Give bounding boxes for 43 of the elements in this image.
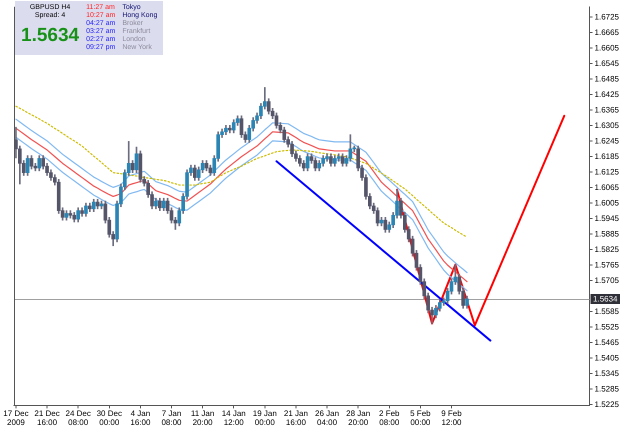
x-tick-label: 19 Jan 00:00 bbox=[252, 409, 277, 427]
y-tick-label: 1.5465 bbox=[594, 338, 620, 347]
y-tick-label: 1.6185 bbox=[594, 152, 620, 161]
y-tick-label: 1.5765 bbox=[594, 260, 620, 270]
y-tick-label: 1.5405 bbox=[594, 353, 620, 362]
x-tick-label: 26 Jan 04:00 bbox=[315, 409, 340, 427]
y-tick-label: 1.5705 bbox=[594, 276, 620, 285]
y-tick-label: 1.6245 bbox=[594, 136, 620, 146]
y-tick-label: 1.6605 bbox=[594, 43, 620, 52]
x-tick-label: 4 Jan 16:00 bbox=[130, 409, 151, 427]
annotation: 1.5634 bbox=[21, 24, 80, 48]
y-tick-label: 1.6665 bbox=[594, 28, 620, 37]
y-tick-label: 1.5945 bbox=[594, 214, 620, 223]
x-tick-label: 21 Dec 16:00 bbox=[34, 409, 60, 427]
y-tick-label: 1.5525 bbox=[594, 322, 620, 332]
x-tick-label: 21 Jan 16:00 bbox=[284, 409, 308, 427]
x-tick-label: 17 Dec 2009 bbox=[3, 409, 29, 427]
x-tick-label: 9 Feb 12:00 bbox=[441, 409, 462, 427]
y-tick-label: 1.5885 bbox=[594, 229, 620, 238]
y-tick-label: 1.5225 bbox=[594, 400, 620, 409]
x-tick-label: 2 Feb 08:00 bbox=[379, 409, 400, 427]
y-tick-label: 1.6125 bbox=[594, 167, 620, 176]
x-tick-label: 30 Dec 00:00 bbox=[96, 409, 122, 427]
x-tick-label: 28 Jan 20:00 bbox=[346, 409, 370, 427]
y-tick-label: 1.5285 bbox=[594, 384, 620, 394]
y-tick-label: 1.6485 bbox=[594, 74, 620, 84]
x-tick-label: 7 Jan 08:00 bbox=[161, 409, 182, 427]
y-tick-label: 1.6365 bbox=[594, 105, 620, 114]
y-tick-label: 1.5825 bbox=[594, 244, 620, 254]
y-tick-label: 1.6005 bbox=[594, 198, 620, 208]
x-tick-label: 14 Jan 12:00 bbox=[222, 409, 246, 427]
x-tick-label: 11 Jan 20:00 bbox=[190, 409, 214, 427]
line-series bbox=[15, 106, 468, 238]
x-tick-label: 5 Feb 00:00 bbox=[410, 409, 432, 427]
y-tick-label: 1.6725 bbox=[594, 12, 620, 22]
y-tick-label: 1.5345 bbox=[594, 368, 620, 378]
y-tick-label: 1.6545 bbox=[594, 58, 620, 68]
y-tick-label: 1.5585 bbox=[594, 306, 620, 316]
x-tick-label: 24 Dec 08:00 bbox=[65, 409, 91, 427]
y-tick-label: 1.6065 bbox=[594, 182, 620, 192]
y-tick-label: 1.6425 bbox=[594, 90, 620, 99]
ref-line-label: 1.5634 bbox=[593, 294, 618, 304]
y-tick-label: 1.6305 bbox=[594, 120, 620, 130]
